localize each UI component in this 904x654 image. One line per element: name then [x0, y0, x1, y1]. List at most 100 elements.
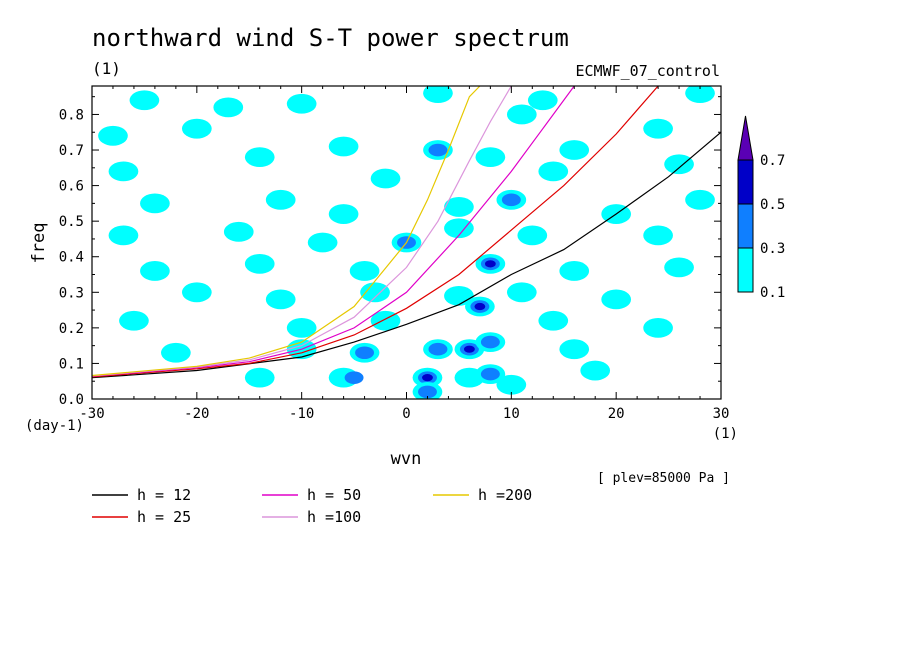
contour-cell-80: [496, 374, 527, 395]
contour-cell-50: [119, 310, 149, 331]
x-tick-label-3: 0: [402, 406, 410, 422]
y-axis-unit: (day-1): [25, 418, 84, 434]
y-tick-label-0: 0.0: [59, 392, 84, 408]
contour-cell-68: [480, 335, 500, 349]
contour-cell-42: [559, 261, 590, 281]
legend-label-1: h = 25: [137, 508, 191, 526]
x-tick-label-1: -20: [184, 406, 209, 422]
contour-cell-10: [428, 143, 448, 157]
dispersion-curve-1: [92, 86, 659, 378]
contour-cell-37: [244, 253, 275, 274]
colorbar-label-0: 0.1: [760, 285, 785, 301]
contour-cell-12: [559, 140, 590, 160]
y-tick-label-1: 0.1: [59, 356, 84, 372]
dispersion-curve-layer: [92, 86, 721, 379]
axis-ticks: -30 -20 -10 0 10 20 30 0.0 0.1 0.2 0.3 0.4 0.5 0.6 0.7…: [59, 86, 730, 422]
contour-cell-16: [370, 168, 401, 189]
x-tick-label-2: -10: [289, 406, 314, 422]
contour-cell-69: [559, 339, 590, 360]
contour-cell-77: [480, 367, 500, 381]
contour-cell-18: [538, 161, 569, 182]
curve-legend: h = 12 h = 25 h = 50 h =100 h =200: [92, 486, 532, 526]
x-tick-label-0: -30: [79, 406, 104, 422]
contour-cell-23: [444, 197, 474, 217]
colorbar: 0.1 0.3 0.5 0.7: [737, 115, 785, 301]
y-tick-label-4: 0.4: [59, 250, 84, 266]
contour-cell-6: [98, 125, 128, 146]
dispersion-curve-3: [92, 86, 512, 377]
contour-cell-1: [213, 97, 244, 118]
legend-label-2: h = 50: [307, 486, 361, 504]
legend-label-4: h =200: [478, 486, 532, 504]
contour-cell-7: [181, 118, 212, 139]
y-axis-label: freq: [29, 223, 49, 264]
dispersion-curve-4: [92, 86, 481, 377]
contour-cell-11: [506, 104, 537, 125]
contour-cell-4: [527, 90, 558, 111]
contour-cell-46: [360, 282, 390, 303]
dispersion-curve-2: [92, 86, 575, 377]
contour-cell-28: [108, 225, 139, 246]
x-tick-label-4: 10: [503, 406, 520, 422]
contour-cell-34: [517, 225, 548, 246]
x-axis-label: wvn: [391, 449, 422, 469]
contour-cell-8: [328, 136, 359, 157]
contour-cell-19: [664, 154, 694, 175]
contour-cell-51: [286, 317, 317, 338]
legend-label-0: h = 12: [137, 486, 191, 504]
colorbar-label-3: 0.7: [760, 153, 785, 169]
chart-subtitle-right: ECMWF_07_control: [576, 62, 721, 80]
y-tick-label-3: 0.3: [59, 285, 84, 301]
chart-subtitle-left: (1): [92, 59, 121, 78]
contour-cell-2: [286, 93, 317, 114]
x-tick-label-5: 20: [608, 406, 625, 422]
contour-cell-29: [223, 221, 254, 242]
y-tick-label-8: 0.8: [59, 107, 84, 123]
contour-cell-55: [474, 302, 486, 311]
contour-cell-61: [355, 346, 375, 360]
contour-cell-27: [685, 189, 715, 210]
colorbar-segment-2: [737, 159, 754, 205]
x-tick-label-6: 30: [713, 406, 730, 422]
colorbar-overflow-triangle: [737, 115, 754, 161]
contour-cell-71: [344, 371, 364, 384]
contour-cell-15: [244, 147, 275, 168]
level-note: [ plev=85000 Pa ]: [597, 471, 730, 486]
contour-cell-14: [108, 161, 139, 182]
contour-cell-3: [423, 86, 453, 104]
contour-fill-layer: [98, 86, 715, 399]
contour-cell-38: [349, 261, 380, 281]
contour-cell-56: [538, 310, 569, 331]
contour-cell-41: [484, 260, 496, 268]
legend-label-3: h =100: [307, 508, 361, 526]
y-tick-label-2: 0.2: [59, 321, 84, 337]
x-axis-unit: (1): [713, 426, 738, 442]
colorbar-label-1: 0.3: [760, 241, 785, 257]
contour-cell-21: [265, 189, 296, 210]
contour-cell-66: [464, 345, 475, 353]
contour-cell-81: [244, 367, 275, 388]
contour-cell-63: [428, 342, 448, 356]
contour-cell-30: [307, 232, 338, 253]
contour-cell-44: [181, 282, 212, 303]
y-tick-label-5: 0.5: [59, 214, 84, 230]
contour-cell-82: [580, 360, 611, 381]
chart-title: northward wind S-T power spectrum: [92, 24, 569, 52]
contour-cell-36: [140, 261, 170, 281]
contour-cell-22: [328, 204, 359, 224]
contour-cell-79: [418, 385, 437, 399]
contour-cell-13: [643, 118, 673, 139]
contour-cell-58: [161, 342, 191, 363]
colorbar-segment-1: [737, 203, 754, 249]
contour-cell-43: [664, 257, 694, 278]
contour-cell-0: [129, 90, 160, 111]
y-tick-label-7: 0.7: [59, 143, 84, 159]
contour-cell-25: [501, 193, 521, 207]
contour-cell-57: [643, 317, 673, 338]
dispersion-curve-0: [92, 131, 721, 379]
contour-cell-20: [140, 193, 170, 214]
colorbar-segment-0: [737, 247, 754, 293]
contour-cell-35: [643, 225, 673, 246]
contour-cell-5: [685, 86, 715, 104]
